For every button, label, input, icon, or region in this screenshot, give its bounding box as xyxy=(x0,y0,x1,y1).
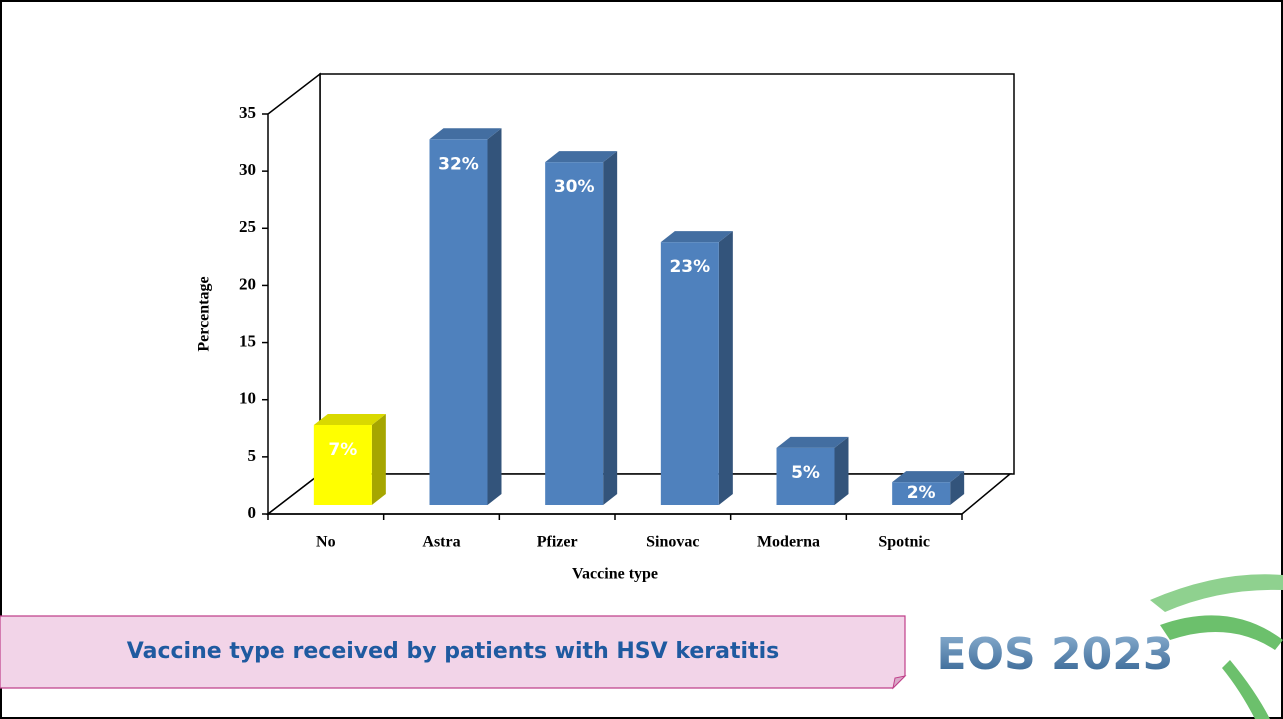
y-tick-label: 15 xyxy=(239,331,256,350)
bar xyxy=(892,471,965,505)
bar-top xyxy=(660,231,733,243)
bar xyxy=(545,151,618,505)
value-label: 30% xyxy=(554,177,595,197)
bar xyxy=(429,128,502,506)
bar-side xyxy=(834,436,849,505)
y-tick-label: 5 xyxy=(248,446,257,465)
x-axis-label: Vaccine type xyxy=(572,566,658,583)
bar-side xyxy=(603,151,618,505)
bar-front xyxy=(429,139,488,506)
caption-fold xyxy=(892,675,907,690)
logo-eye xyxy=(1150,574,1283,612)
y-tick-label: 25 xyxy=(239,217,256,236)
bar-front xyxy=(660,242,719,505)
x-tick-label: Spotnic xyxy=(878,534,930,551)
bar-side xyxy=(487,128,502,506)
bar-side xyxy=(950,471,965,505)
bar-front xyxy=(545,162,604,505)
y-tick-label: 0 xyxy=(248,503,257,522)
bar-side xyxy=(371,414,386,505)
bar xyxy=(776,436,849,505)
y-tick-label: 20 xyxy=(239,274,256,293)
bar-top xyxy=(892,471,965,483)
caption: Vaccine type received by patients with H… xyxy=(127,639,779,664)
x-tick-label: Pfizer xyxy=(537,534,578,551)
y-tick-label: 35 xyxy=(239,103,256,122)
y-axis-label: Percentage xyxy=(196,276,213,351)
x-tick-label: Moderna xyxy=(757,534,820,551)
x-tick-label: No xyxy=(316,534,336,551)
value-label: 32% xyxy=(438,154,479,174)
value-label: 5% xyxy=(791,463,820,483)
value-label: 2% xyxy=(907,483,936,503)
bar-top xyxy=(313,414,386,425)
x-tick-label: Sinovac xyxy=(646,534,699,551)
bar-top xyxy=(776,436,849,448)
y-tick-label: 10 xyxy=(239,389,256,408)
logo: EOS 2023 xyxy=(937,629,1174,680)
bar xyxy=(313,414,386,505)
bar xyxy=(660,231,733,505)
bar-side xyxy=(718,231,733,505)
chart: 0 5 10 15 20 25 30 35 Percentage Vaccine type 7% No… xyxy=(196,72,1015,583)
bar-front xyxy=(892,482,951,505)
bar-top xyxy=(429,128,502,140)
value-label: 7% xyxy=(328,440,357,460)
value-label: 23% xyxy=(669,257,710,277)
x-tick-label: Astra xyxy=(422,534,460,551)
logo-eye xyxy=(1222,660,1270,719)
bar-front xyxy=(313,425,372,505)
bar-front xyxy=(776,447,835,505)
bar-top xyxy=(545,151,618,163)
logo-eye xyxy=(1160,615,1283,650)
side-wall xyxy=(267,72,321,516)
y-tick-label: 30 xyxy=(239,160,256,179)
